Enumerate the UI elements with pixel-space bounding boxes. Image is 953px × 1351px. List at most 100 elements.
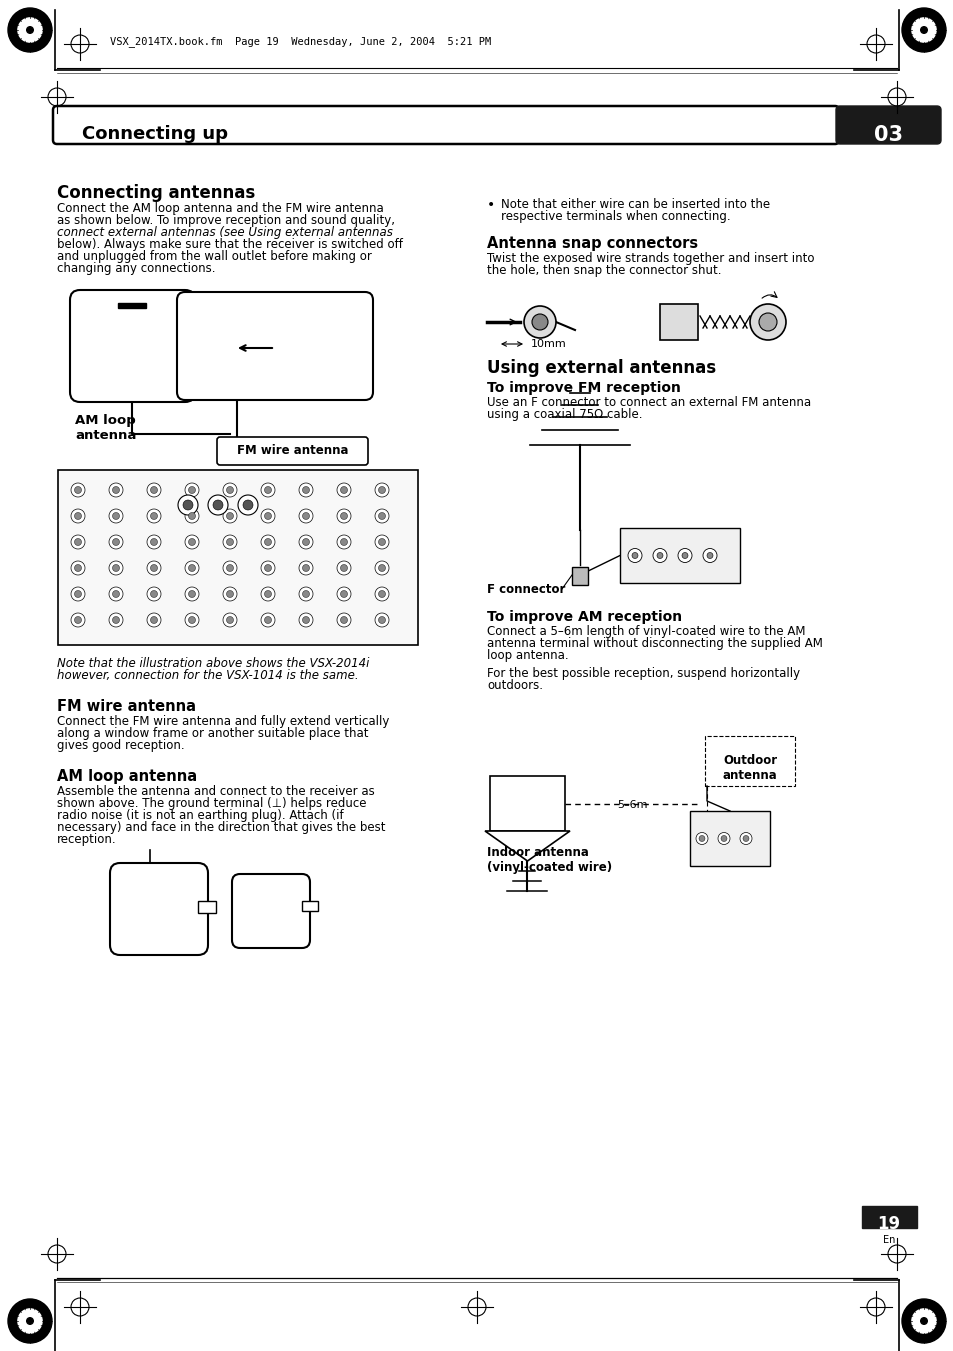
Circle shape	[213, 500, 223, 509]
Circle shape	[340, 565, 347, 571]
Text: connect external antennas (see Using external antennas: connect external antennas (see Using ext…	[57, 226, 393, 239]
Circle shape	[340, 616, 347, 624]
Circle shape	[375, 535, 389, 549]
Circle shape	[109, 613, 123, 627]
Circle shape	[151, 486, 157, 493]
Circle shape	[302, 512, 309, 520]
Circle shape	[523, 305, 556, 338]
Text: 5–6m: 5–6m	[617, 800, 647, 809]
Circle shape	[261, 535, 274, 549]
Circle shape	[261, 561, 274, 576]
Text: outdoors.: outdoors.	[486, 680, 542, 692]
Bar	[302, 901, 317, 911]
Circle shape	[109, 484, 123, 497]
Circle shape	[74, 616, 81, 624]
Circle shape	[223, 561, 236, 576]
Text: VSX_2014TX.book.fm  Page 19  Wednesday, June 2, 2004  5:21 PM: VSX_2014TX.book.fm Page 19 Wednesday, Ju…	[110, 36, 491, 47]
Circle shape	[189, 565, 195, 571]
Text: Indoor antenna
(vinyl-coated wire): Indoor antenna (vinyl-coated wire)	[486, 846, 612, 874]
Text: Connect a 5–6m length of vinyl-coated wire to the AM: Connect a 5–6m length of vinyl-coated wi…	[486, 626, 804, 638]
Circle shape	[375, 561, 389, 576]
Text: Use an F connector to connect an external FM antenna: Use an F connector to connect an externa…	[486, 396, 810, 409]
Circle shape	[208, 494, 228, 515]
Text: Connecting antennas: Connecting antennas	[57, 184, 255, 203]
Text: Using external antennas: Using external antennas	[486, 359, 716, 377]
Circle shape	[185, 586, 199, 601]
FancyBboxPatch shape	[70, 290, 194, 403]
Circle shape	[681, 553, 687, 558]
Text: changing any connections.: changing any connections.	[57, 262, 215, 276]
Circle shape	[749, 304, 785, 340]
Circle shape	[223, 535, 236, 549]
Circle shape	[243, 500, 253, 509]
Circle shape	[147, 535, 161, 549]
Text: necessary) and face in the direction that gives the best: necessary) and face in the direction tha…	[57, 821, 385, 834]
Text: loop antenna.: loop antenna.	[486, 648, 568, 662]
Circle shape	[652, 549, 666, 562]
Circle shape	[261, 509, 274, 523]
Circle shape	[147, 509, 161, 523]
Circle shape	[189, 539, 195, 546]
Bar	[58, 470, 417, 644]
Text: Antenna snap connectors: Antenna snap connectors	[486, 236, 698, 251]
Circle shape	[720, 835, 726, 842]
Circle shape	[911, 1309, 935, 1333]
Circle shape	[336, 561, 351, 576]
Circle shape	[112, 539, 119, 546]
Bar	[659, 304, 698, 340]
Circle shape	[336, 484, 351, 497]
Text: the hole, then snap the connector shut.: the hole, then snap the connector shut.	[486, 263, 720, 277]
Circle shape	[378, 512, 385, 520]
Circle shape	[375, 509, 389, 523]
Circle shape	[109, 586, 123, 601]
Text: Note that either wire can be inserted into the: Note that either wire can be inserted in…	[500, 199, 769, 211]
Text: Note that the illustration above shows the VSX-2014i: Note that the illustration above shows t…	[57, 657, 369, 670]
Circle shape	[185, 484, 199, 497]
Circle shape	[699, 835, 704, 842]
FancyBboxPatch shape	[177, 292, 373, 400]
Text: F connector: F connector	[486, 584, 565, 596]
Circle shape	[627, 549, 641, 562]
FancyBboxPatch shape	[835, 105, 940, 145]
Circle shape	[109, 509, 123, 523]
Circle shape	[151, 565, 157, 571]
Circle shape	[378, 590, 385, 597]
Circle shape	[340, 486, 347, 493]
Text: reception.: reception.	[57, 834, 116, 846]
Text: however, connection for the VSX-1014 is the same.: however, connection for the VSX-1014 is …	[57, 669, 358, 682]
Circle shape	[340, 512, 347, 520]
Circle shape	[264, 565, 272, 571]
Circle shape	[264, 486, 272, 493]
Circle shape	[336, 613, 351, 627]
Text: Connect the AM loop antenna and the FM wire antenna: Connect the AM loop antenna and the FM w…	[57, 203, 383, 215]
Circle shape	[112, 486, 119, 493]
Circle shape	[298, 586, 313, 601]
Text: Outdoor
antenna: Outdoor antenna	[721, 754, 777, 782]
Text: 19: 19	[877, 1215, 900, 1233]
Circle shape	[264, 590, 272, 597]
Circle shape	[109, 561, 123, 576]
Circle shape	[378, 486, 385, 493]
Circle shape	[147, 484, 161, 497]
Bar	[862, 1206, 916, 1228]
Text: FM wire antenna: FM wire antenna	[236, 444, 348, 458]
Bar	[198, 901, 215, 913]
Text: FM wire antenna: FM wire antenna	[57, 698, 195, 713]
Circle shape	[223, 613, 236, 627]
Circle shape	[302, 486, 309, 493]
Circle shape	[696, 832, 707, 844]
Circle shape	[901, 8, 945, 51]
Circle shape	[223, 586, 236, 601]
Text: shown above. The ground terminal (⊥) helps reduce: shown above. The ground terminal (⊥) hel…	[57, 797, 366, 811]
Circle shape	[264, 539, 272, 546]
Circle shape	[378, 539, 385, 546]
Circle shape	[189, 590, 195, 597]
Circle shape	[71, 561, 85, 576]
Circle shape	[920, 27, 926, 34]
Circle shape	[185, 535, 199, 549]
Circle shape	[226, 590, 233, 597]
Circle shape	[261, 613, 274, 627]
Circle shape	[631, 553, 638, 558]
Circle shape	[226, 616, 233, 624]
Circle shape	[336, 509, 351, 523]
